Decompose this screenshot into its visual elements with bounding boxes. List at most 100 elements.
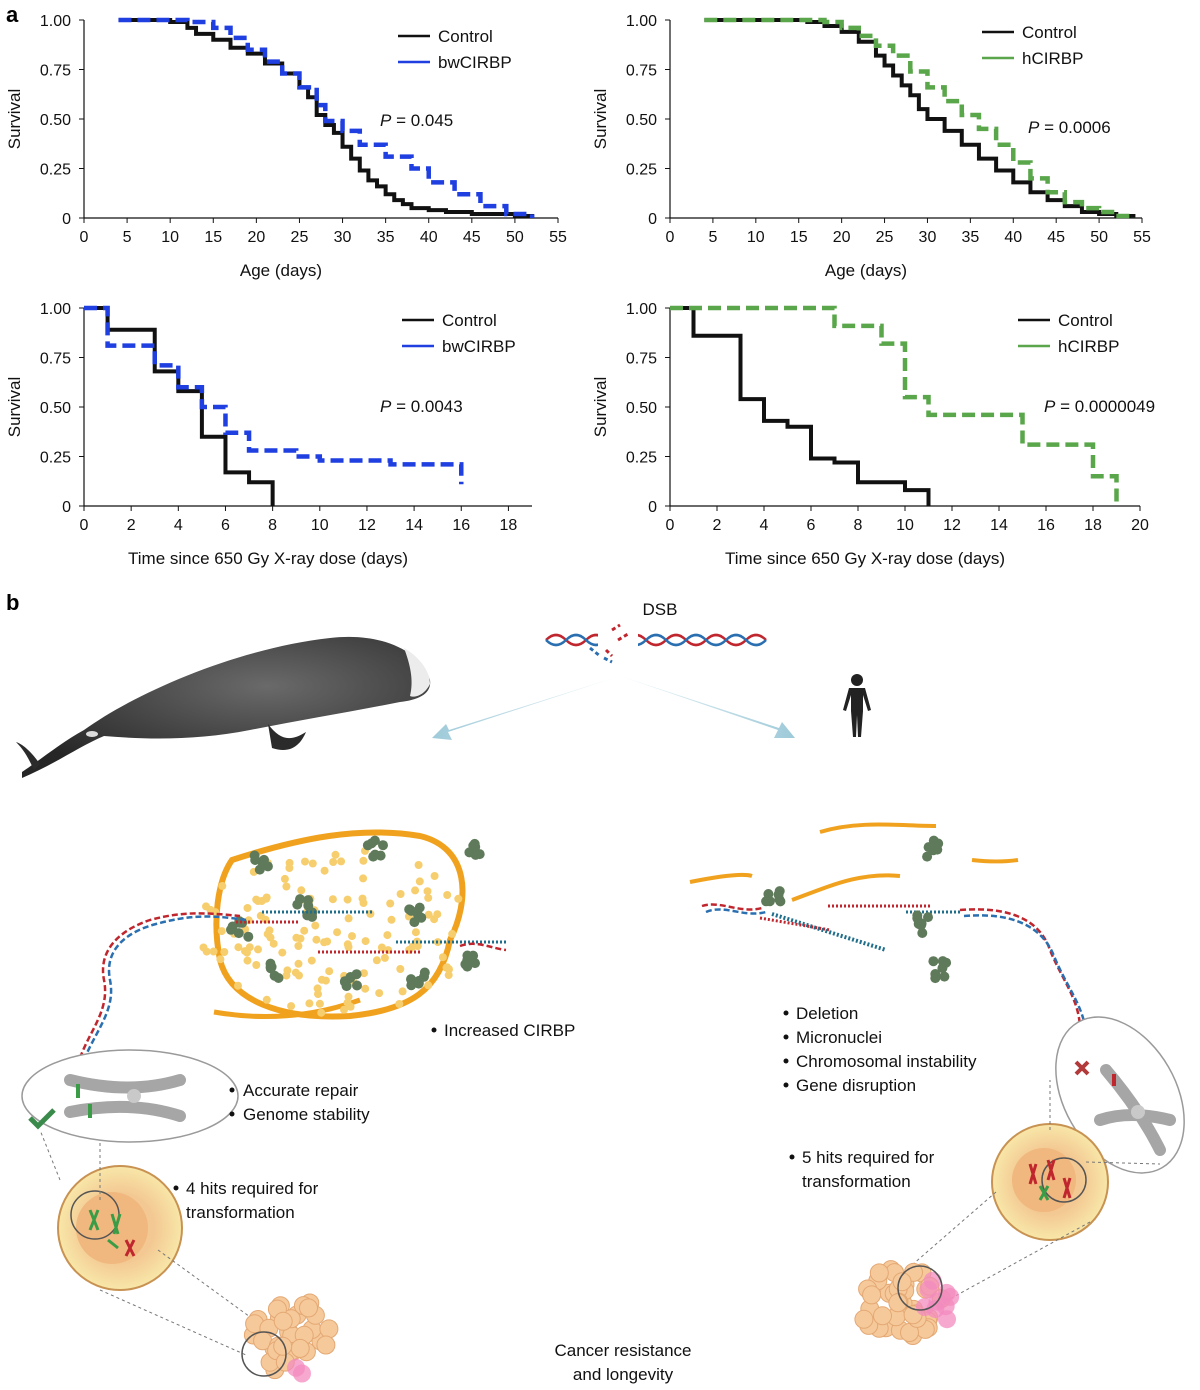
- protein-bead: [366, 909, 375, 918]
- y-tick-label: 1.00: [626, 13, 657, 30]
- x-tick-label: 2: [127, 517, 136, 534]
- protein-bead: [415, 877, 424, 886]
- y-tick-label: 0.50: [626, 400, 657, 417]
- legend-label: bwCIRBP: [438, 53, 512, 72]
- x-tick-label: 25: [291, 229, 309, 246]
- cirbp-protein: [922, 851, 933, 862]
- protein-bead: [252, 961, 261, 969]
- protein-bead: [423, 887, 432, 896]
- legend-label: Control: [442, 311, 497, 330]
- protein-bead: [202, 902, 210, 911]
- survival-plot-br: 0 2 4 6 8 10 12 14 16 18 20 0 0.25 0.50 0.75 1.00 Time s…: [591, 301, 1155, 568]
- cirbp-protein: [345, 973, 356, 984]
- bullet-deletion: Deletion: [796, 1004, 858, 1023]
- protein-bead: [254, 945, 262, 954]
- tissue-cell: [862, 1285, 882, 1305]
- protein-bead: [372, 956, 381, 965]
- protein-bead: [377, 943, 386, 952]
- cirbp-protein: [303, 900, 314, 911]
- series-line-hCIRBP: [670, 305, 1119, 506]
- series-line-Control: [670, 306, 931, 506]
- tissue-cell: [888, 1293, 908, 1313]
- protein-bead: [343, 895, 352, 904]
- tissue-cell: [854, 1309, 874, 1329]
- cirbp-protein: [928, 956, 939, 967]
- protein-bead: [245, 943, 254, 952]
- y-axis-label: Survival: [5, 89, 24, 149]
- cirbp-protein: [470, 841, 481, 852]
- cirbp-protein: [917, 928, 928, 938]
- cirbp-protein: [378, 840, 388, 851]
- protein-bead: [454, 894, 463, 903]
- x-tick-label: 4: [174, 517, 183, 534]
- x-tick-label: 4: [760, 517, 769, 534]
- arrow-left-icon: [432, 676, 620, 740]
- x-tick-label: 30: [919, 229, 937, 246]
- y-tick-label: 0: [62, 211, 71, 228]
- protein-bead: [328, 895, 337, 904]
- y-tick-label: 0.75: [626, 63, 657, 80]
- p-symbol: P: [1028, 118, 1040, 137]
- protein-bead: [448, 929, 457, 938]
- bullet-4-hits-cont: transformation: [186, 1203, 295, 1222]
- survival-plot-tl: 0 5 10 15 20 25 30 35 40 45 50 55 0 0.25 0.50 0.75 1.00 A…: [5, 13, 567, 280]
- cirbp-protein: [933, 838, 944, 849]
- protein-bead: [411, 928, 420, 937]
- protein-bead: [443, 891, 452, 899]
- cirbp-protein: [227, 921, 238, 932]
- protein-bead: [297, 886, 306, 895]
- protein-bead: [375, 989, 384, 998]
- legend-label: hCIRBP: [1058, 337, 1119, 356]
- cross-icon: [1074, 1060, 1090, 1076]
- arrow-right-icon: [620, 676, 795, 738]
- x-tick-label: 20: [833, 229, 851, 246]
- y-tick-label: 0.50: [40, 400, 71, 417]
- protein-bead: [343, 940, 352, 949]
- legend-label: Control: [438, 27, 493, 46]
- y-tick-label: 0.25: [626, 162, 657, 179]
- p-number: = 0.0043: [391, 397, 462, 416]
- x-tick-label: 30: [334, 229, 352, 246]
- protein-bead: [294, 959, 303, 968]
- y-tick-label: 1.00: [40, 13, 71, 30]
- protein-bead: [300, 926, 309, 935]
- x-tick-label: 5: [123, 229, 132, 246]
- bullet-accurate-repair: Accurate repair: [243, 1081, 359, 1100]
- protein-bead: [380, 953, 389, 962]
- protein-bead: [269, 939, 278, 948]
- protein-bead: [359, 856, 368, 865]
- series-line-Control: [704, 18, 1136, 219]
- p-number: = 0.045: [391, 111, 453, 130]
- protein-bead: [311, 921, 320, 930]
- legend-label: hCIRBP: [1022, 49, 1083, 68]
- y-tick-label: 0.25: [40, 450, 71, 467]
- x-tick-label: 12: [358, 517, 376, 534]
- repair-complex-right: [689, 822, 1019, 984]
- p-symbol: P: [380, 397, 392, 416]
- cirbp-protein: [269, 970, 280, 981]
- protein-bead: [282, 882, 291, 891]
- protein-bead: [443, 963, 452, 972]
- x-tick-label: 20: [247, 229, 265, 246]
- tissue-cell: [273, 1336, 293, 1356]
- x-tick-label: 20: [1131, 517, 1149, 534]
- x-tick-label: 14: [405, 517, 423, 534]
- protein-bead: [305, 999, 314, 1008]
- dsb-dna-icon: [545, 623, 767, 664]
- cell-left: [39, 1129, 269, 1356]
- transformed-cell: [915, 1298, 934, 1316]
- protein-bead: [348, 932, 356, 941]
- cirbp-protein: [243, 931, 254, 942]
- magnify-ring: [241, 1331, 287, 1377]
- protein-bead: [329, 858, 338, 866]
- survival-plots: 0 5 10 15 20 25 30 35 40 45 50 5500.250.500.751.00A…: [5, 13, 1155, 568]
- p-symbol: P: [1044, 397, 1056, 416]
- y-tick-label: 0.75: [40, 63, 71, 80]
- x-tick-label: 40: [1004, 229, 1022, 246]
- tissue-cell: [869, 1263, 889, 1283]
- y-axis-label: Survival: [591, 377, 610, 437]
- x-tick-label: 18: [1084, 517, 1102, 534]
- protein-bead: [263, 930, 272, 939]
- cell-right: [903, 1080, 1161, 1301]
- protein-bead: [424, 981, 433, 990]
